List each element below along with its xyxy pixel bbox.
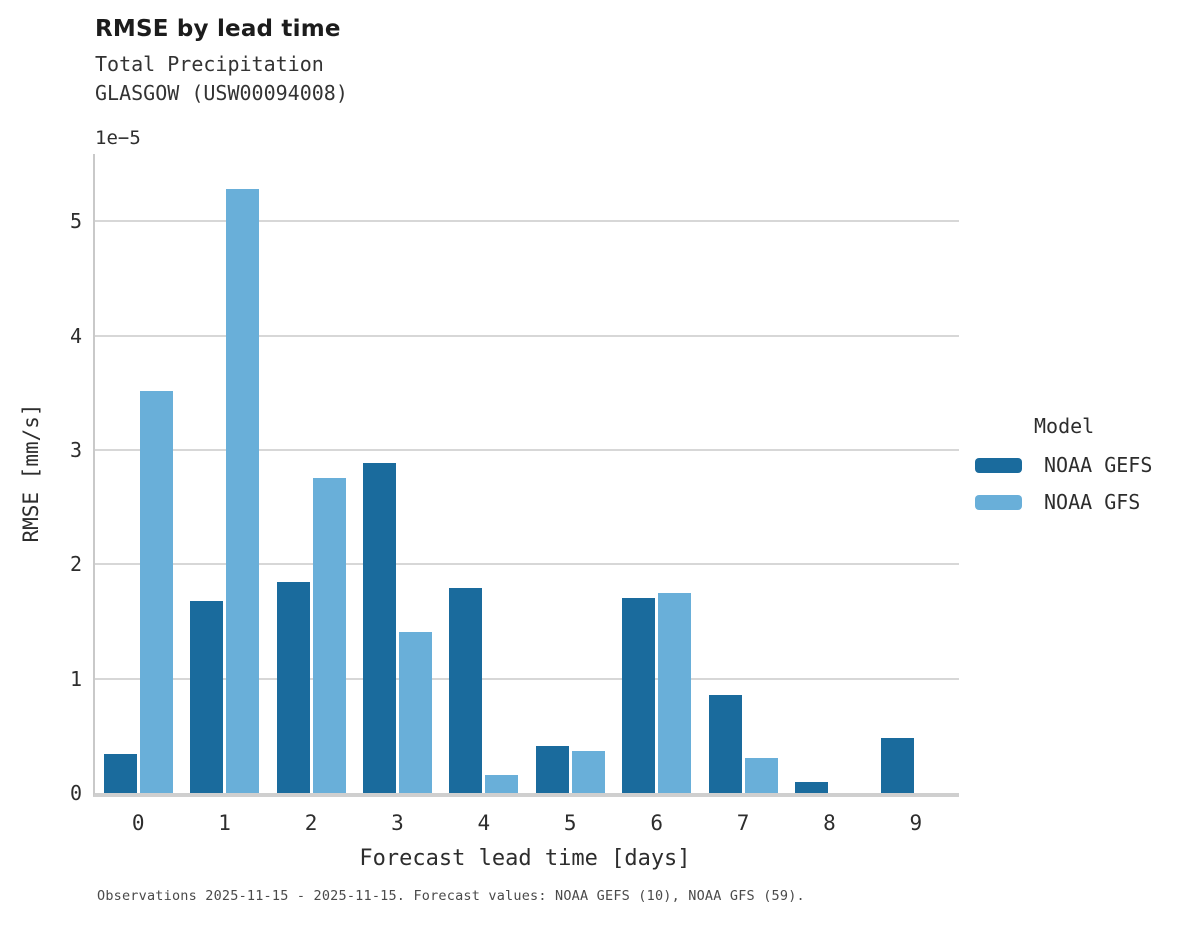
y-tick-label-0: 0	[69, 781, 82, 805]
bar-noaa-gefs-day-0	[103, 754, 137, 793]
x-axis-label: Forecast lead time [days]	[359, 846, 691, 871]
bar-noaa-gfs-day-3	[398, 631, 432, 793]
bar-noaa-gefs-day-6	[622, 597, 656, 793]
gridline-y5	[95, 220, 959, 223]
legend-item-gefs: NOAA GEFS	[975, 453, 1185, 477]
gridline-y1	[95, 677, 959, 680]
x-tick-label-8: 8	[823, 811, 836, 835]
bar-noaa-gfs-day-1	[226, 189, 260, 793]
y-axis-offset-label: 1e−5	[95, 127, 141, 149]
bar-noaa-gefs-day-4	[449, 588, 483, 793]
bar-group-day-8	[786, 154, 872, 793]
y-tick-label-4: 4	[69, 323, 82, 348]
bar-noaa-gfs-day-7	[744, 757, 778, 793]
bar-group-day-0	[95, 154, 181, 793]
legend: Model NOAA GEFS NOAA GFS	[975, 414, 1185, 527]
bar-noaa-gefs-day-9	[881, 738, 915, 793]
x-tick-label-7: 7	[736, 811, 750, 835]
x-tick-label-0: 0	[131, 811, 145, 835]
bar-group-day-6	[613, 154, 699, 793]
legend-swatch-gfs	[975, 494, 1022, 510]
chart-subtitle-variable: Total Precipitation	[95, 52, 324, 76]
bars-container	[95, 154, 959, 793]
bar-noaa-gefs-day-3	[362, 462, 396, 793]
x-tick-label-2: 2	[304, 811, 318, 835]
y-tick-label-3: 3	[69, 438, 82, 463]
bar-noaa-gefs-day-1	[190, 600, 224, 793]
y-tick-label-5: 5	[69, 209, 82, 234]
legend-label-gefs: NOAA GEFS	[1044, 453, 1153, 477]
bar-noaa-gfs-day-6	[658, 592, 692, 793]
bar-group-day-2	[268, 154, 354, 793]
bar-group-day-5	[527, 154, 613, 793]
x-tick-label-4: 4	[477, 811, 491, 835]
x-tick-label-1: 1	[218, 811, 231, 835]
gridline-y3	[95, 449, 959, 452]
x-tick-label-9: 9	[909, 811, 923, 835]
bar-group-day-3	[354, 154, 440, 793]
legend-label-gfs: NOAA GFS	[1044, 490, 1141, 514]
x-tick-label-6: 6	[650, 811, 663, 835]
bar-group-day-9	[873, 154, 959, 793]
bar-group-day-4	[441, 154, 527, 793]
bar-group-day-7	[700, 154, 786, 793]
gridline-y2	[95, 563, 959, 566]
caption-text: Observations 2025-11-15 - 2025-11-15. Fo…	[97, 888, 805, 904]
y-tick-label-2: 2	[69, 552, 82, 577]
bar-noaa-gefs-day-8	[794, 781, 828, 793]
gridline-y4	[95, 334, 959, 337]
x-tick-label-3: 3	[391, 811, 404, 835]
bar-noaa-gefs-day-5	[535, 746, 569, 793]
legend-title: Model	[1034, 414, 1095, 438]
bar-noaa-gfs-day-0	[139, 390, 173, 793]
bar-noaa-gfs-day-5	[571, 750, 605, 793]
bar-noaa-gfs-day-4	[485, 774, 519, 793]
bar-noaa-gfs-day-2	[312, 477, 346, 793]
bar-noaa-gefs-day-2	[276, 581, 310, 793]
x-tick-row: 0 1 2 3 4 5 6 7 8 9	[95, 811, 959, 835]
y-axis-label: RMSE [mm/s]	[19, 403, 43, 543]
chart-subtitle-station: GLASGOW (USW00094008)	[95, 81, 348, 105]
legend-item-gfs: NOAA GFS	[975, 490, 1185, 514]
y-tick-label-1: 1	[69, 666, 82, 691]
legend-swatch-gefs	[975, 457, 1022, 473]
bar-group-day-1	[181, 154, 267, 793]
x-tick-label-5: 5	[563, 811, 577, 835]
chart-title: RMSE by lead time	[95, 16, 341, 42]
plot-area: 0 1 2 3 4 5 0 1 2 3 4 5 6 7 8 9	[70, 154, 959, 835]
bar-noaa-gefs-day-7	[708, 694, 742, 793]
